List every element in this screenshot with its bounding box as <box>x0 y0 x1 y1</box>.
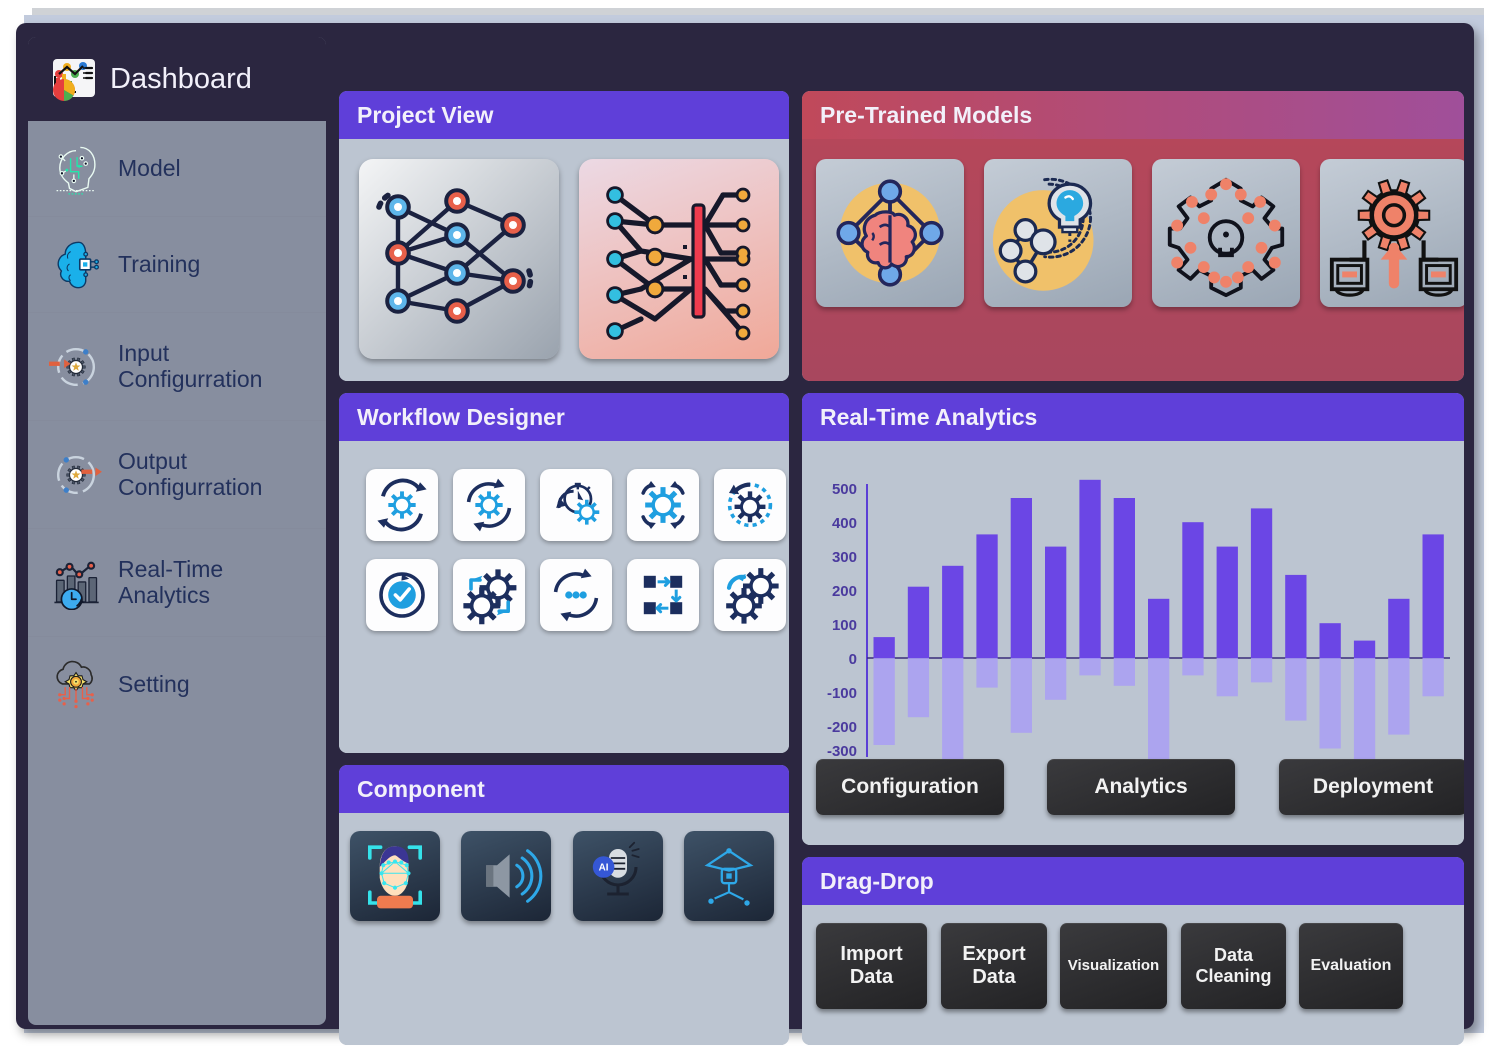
svg-text:500: 500 <box>832 481 857 498</box>
svg-text:-200: -200 <box>827 719 857 736</box>
svg-text:100: 100 <box>832 617 857 634</box>
svg-text:300: 300 <box>832 549 857 566</box>
svg-text:-300: -300 <box>827 743 857 759</box>
svg-text:0: 0 <box>849 651 857 668</box>
svg-text:200: 200 <box>832 583 857 600</box>
svg-text:-100: -100 <box>827 685 857 702</box>
svg-text:400: 400 <box>832 515 857 532</box>
svg-text:AI: AI <box>599 863 609 874</box>
